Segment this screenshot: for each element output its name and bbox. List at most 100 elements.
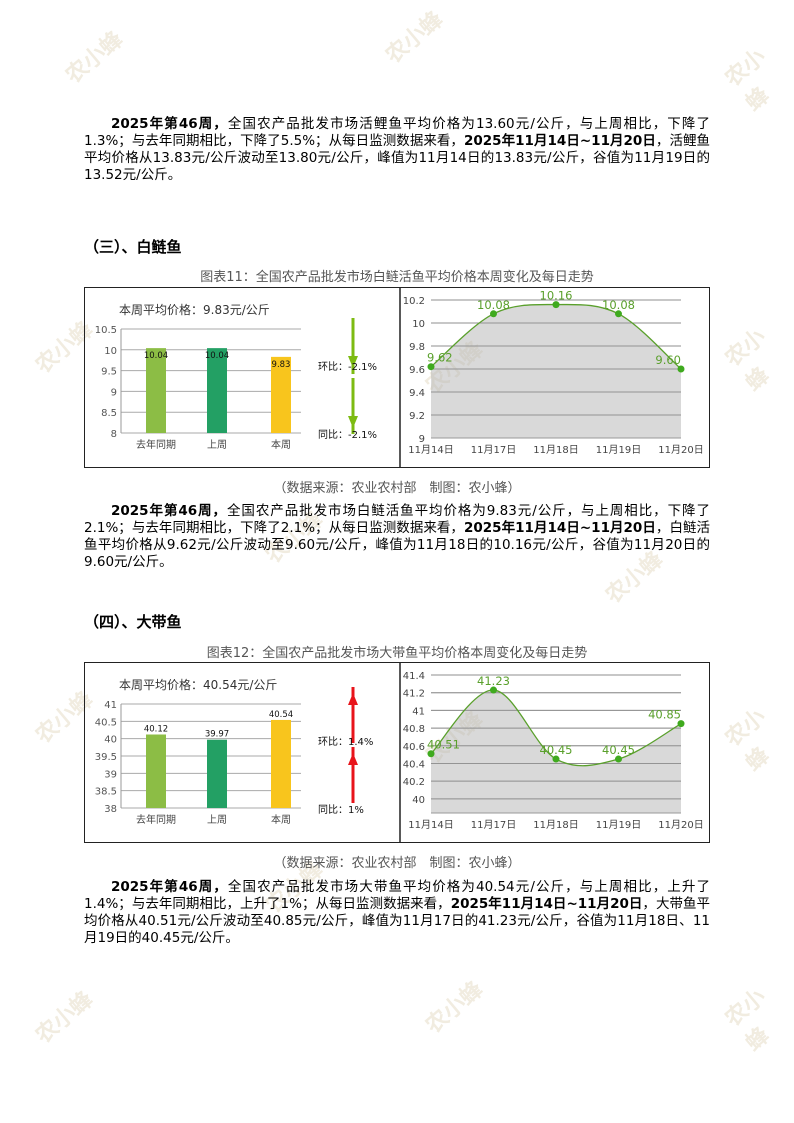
data-label: 9.60	[655, 353, 681, 367]
x-tick-label: 11月17日	[471, 819, 516, 831]
text-segment: ，大带鱼平均价格从40.51元/公斤波动至40.85元/公斤，峰值为11月17日…	[84, 896, 711, 946]
text-segment: ，白鲢活鱼平均价格从9.62元/公斤波动至9.60元/公斤，峰值为11月18日的…	[84, 520, 711, 570]
x-tick-label: 11月20日	[658, 444, 703, 456]
x-tick-label: 11月17日	[471, 444, 516, 456]
bold-text: 2025年11月14日~11月20日	[450, 896, 643, 912]
y-tick-label: 40.8	[403, 724, 425, 735]
y-tick-label: 9.8	[409, 342, 425, 353]
x-tick-label: 11月18日	[533, 444, 578, 456]
y-tick-label: 10	[104, 346, 117, 357]
watermark-logo: 农小蜂	[61, 27, 128, 89]
x-tick-label: 11月14日	[408, 819, 453, 831]
watermark-logo: 农小蜂	[31, 987, 98, 1049]
data-point	[427, 750, 435, 758]
watermark-logo: 农小蜂	[381, 7, 448, 69]
data-label: 10.16	[540, 289, 573, 303]
x-tick-label: 11月19日	[596, 444, 641, 456]
bar-value-label: 9.83	[272, 360, 291, 370]
y-tick-label: 41	[412, 706, 425, 717]
change-label: 环比：-2.1%	[318, 361, 377, 373]
y-tick-label: 9	[419, 434, 425, 445]
data-point	[490, 310, 497, 318]
chart-svg: 本周平均价格：9.83元/公斤 8 8.5 9 9.5 10 10.5 10.04 去年同期 10…	[95, 288, 704, 467]
text-segment: 全国农产品批发市场大带鱼平均价格为40.54元/公斤，与上周相比，上升了1.4%…	[84, 879, 710, 912]
data-point	[615, 755, 622, 763]
y-tick-label: 38	[104, 804, 117, 815]
y-tick-label: 10.5	[95, 325, 117, 336]
data-point	[427, 363, 435, 371]
data-label: 10.08	[477, 298, 510, 312]
data-label: 40.45	[602, 743, 635, 757]
change-label: 环比：1.4%	[318, 736, 373, 748]
y-tick-label: 40	[412, 795, 425, 806]
area-fill	[431, 304, 681, 438]
y-tick-label: 8.5	[101, 408, 117, 419]
x-tick-label: 11月14日	[408, 444, 453, 456]
bar	[271, 719, 291, 808]
bold-text: 2025年第46周，	[111, 503, 227, 519]
watermark-logo: 农小蜂	[720, 44, 775, 117]
avg-price-title: 本周平均价格：9.83元/公斤	[119, 302, 270, 317]
data-point	[552, 301, 560, 309]
chart-source: （数据来源：农业农村部 制图：农小蜂）	[273, 481, 521, 496]
data-label: 40.51	[427, 738, 460, 752]
chart-source: （数据来源：农业农村部 制图：农小蜂）	[273, 856, 521, 871]
y-tick-label: 9.2	[409, 411, 425, 422]
bold-text: 2025年第46周，	[111, 879, 228, 895]
x-tick-label: 本周	[271, 438, 291, 451]
text-segment: 全国农产品批发市场活鲤鱼平均价格为13.60元/公斤，与上周相比，下降了1.3%…	[84, 116, 710, 149]
bar-value-label: 40.54	[269, 710, 293, 720]
data-point	[677, 720, 685, 728]
data-label: 10.08	[602, 298, 635, 312]
data-label: 40.45	[540, 743, 573, 757]
y-tick-label: 40	[104, 735, 117, 746]
x-tick-label: 11月19日	[596, 819, 641, 831]
arrow-head-icon	[348, 356, 358, 368]
y-tick-label: 41.4	[403, 671, 425, 682]
x-tick-label: 上周	[207, 439, 227, 451]
bar-value-label: 39.97	[205, 730, 229, 740]
text-segment: 全国农产品批发市场白鲢活鱼平均价格为9.83元/公斤，与上周相比，下降了2.1%…	[84, 503, 710, 536]
bold-text: 2025年11月14日~11月20日	[463, 133, 656, 149]
data-label: 40.85	[648, 708, 681, 722]
y-tick-label: 41.2	[403, 689, 425, 700]
avg-price-title: 本周平均价格：40.54元/公斤	[119, 677, 277, 692]
arrow-head-icon	[348, 753, 358, 765]
bar-value-label: 10.04	[144, 351, 168, 361]
y-tick-label: 9.6	[409, 365, 425, 376]
x-tick-label: 11月18日	[533, 819, 578, 831]
data-point	[677, 365, 685, 373]
chart-hairtail: 本周平均价格：40.54元/公斤 38 38.5 39 39.5 40 40.5 41 40.1…	[84, 662, 710, 843]
chart-silver-carp: 本周平均价格：9.83元/公斤 8 8.5 9 9.5 10 10.5 10.04 去年同期 10…	[84, 287, 710, 468]
x-tick-label: 11月20日	[658, 819, 703, 831]
y-tick-label: 9	[111, 387, 117, 398]
arrow-head-icon	[348, 416, 358, 428]
chart-caption: 图表11：全国农产品批发市场白鲢活鱼平均价格本周变化及每日走势	[200, 270, 594, 285]
y-tick-label: 40.2	[403, 777, 425, 788]
bar-value-label: 40.12	[144, 725, 168, 735]
data-point	[490, 686, 497, 694]
chart-svg: 本周平均价格：40.54元/公斤 38 38.5 39 39.5 40 40.5 41 40.1…	[95, 663, 704, 842]
y-tick-label: 9.4	[409, 388, 425, 399]
watermark-logo: 农小蜂	[421, 977, 488, 1039]
data-label: 9.62	[427, 351, 453, 365]
paragraph-carp: 2025年第46周，全国农产品批发市场活鲤鱼平均价格为13.60元/公斤，与上周…	[84, 116, 710, 184]
y-tick-label: 40.5	[95, 717, 117, 728]
chart-caption: 图表12：全国农产品批发市场大带鱼平均价格本周变化及每日走势	[206, 646, 588, 661]
watermark-logo: 农小蜂	[720, 704, 775, 777]
x-tick-label: 上周	[207, 814, 227, 826]
series-line	[430, 689, 682, 767]
x-tick-label: 本周	[271, 813, 291, 826]
x-tick-label: 去年同期	[136, 813, 176, 826]
section-heading-silver-carp: （三）、白鲢鱼	[84, 238, 182, 256]
y-tick-label: 10	[412, 319, 425, 330]
data-point	[615, 310, 622, 318]
y-tick-label: 38.5	[95, 787, 117, 798]
y-tick-label: 41	[104, 700, 117, 711]
y-tick-label: 39	[104, 769, 117, 780]
y-tick-label: 10.2	[403, 296, 425, 307]
y-tick-label: 40.6	[403, 742, 425, 753]
change-label: 同比：-2.1%	[318, 429, 377, 441]
bar	[271, 356, 291, 433]
